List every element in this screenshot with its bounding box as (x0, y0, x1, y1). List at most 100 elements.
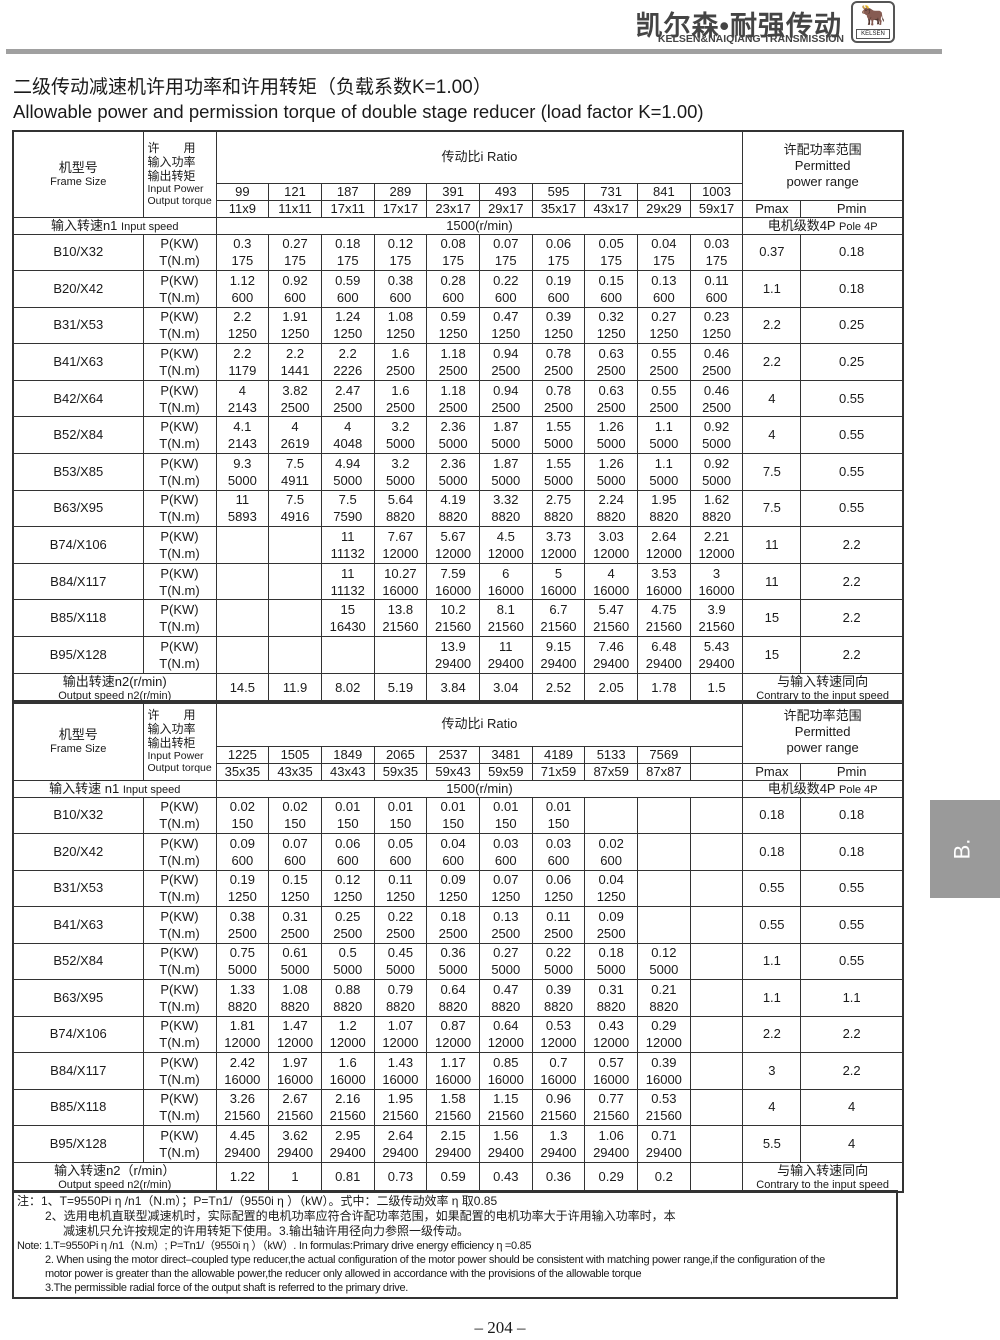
gear-size-value: 43x43 (320, 762, 375, 781)
power-unit-label: P(KW) (160, 565, 199, 581)
power-value: 1.95 (387, 1091, 414, 1107)
ratio-cell: 0.25 2500 (320, 906, 375, 944)
power-value (586, 798, 637, 815)
output-speed-value: 0.43 (478, 1161, 533, 1193)
pmax-value: 15 (742, 599, 802, 638)
note-en-3: motor power is greater than the allowabl… (45, 1268, 642, 1280)
ratio-cell: 11 11132 (320, 526, 375, 564)
note-en-4: 3.The permissible radial force of the ou… (45, 1282, 409, 1294)
torque-value: 16000 (382, 1071, 419, 1087)
torque-value: 12000 (645, 546, 682, 562)
torque-value: 600 (442, 852, 464, 868)
power-value: 0.18 (598, 945, 624, 961)
torque-value: 21560 (698, 619, 735, 635)
torque-value: 8820 (385, 509, 415, 525)
ratio-cell: 0.39 16000 (637, 1052, 691, 1090)
power-value: 0.53 (545, 1018, 572, 1034)
torque-value: 12000 (276, 1035, 314, 1051)
power-value: 1.26 (598, 455, 624, 471)
ratio-cell: 0.04 600 (426, 833, 480, 871)
input-speed-cn: 输入转速 n1 (49, 780, 120, 796)
pmin-value: 0.55 (800, 416, 904, 455)
gear-size-value: 59x17 (689, 199, 744, 218)
gear-size-value: 17x11 (320, 199, 375, 218)
power-value (691, 798, 742, 815)
power-value: 2.21 (703, 529, 730, 545)
torque-value (217, 618, 268, 635)
label-header-en: Input Power (147, 749, 204, 762)
pole-cn: 电机级数4P (767, 780, 836, 796)
unit-labels: P(KW) T(N.m) (142, 489, 217, 528)
output-speed-cn: 输入转速n2（r/min） (54, 1162, 176, 1178)
ratio-cell: 1.91 1250 (268, 306, 322, 345)
torque-value: 4911 (281, 472, 310, 488)
power-value: 7.5 (285, 455, 305, 471)
torque-unit-label: T(N.m) (159, 1035, 200, 1051)
ratio-value: 3481 (478, 745, 533, 764)
frame-size: B84/X117 (12, 562, 144, 601)
ratio-cell: 0.03 600 (478, 833, 533, 871)
torque-unit-label: T(N.m) (159, 582, 200, 598)
pmin-value: 2.2 (800, 562, 904, 601)
power-value: 2.24 (598, 492, 624, 508)
pmin-value: 0.55 (800, 906, 904, 944)
torque-value: 16000 (645, 1071, 682, 1087)
frame-size-header: 机型号 Frame Size (12, 130, 144, 218)
ratio-cell: 1.58 21560 (426, 1088, 480, 1126)
torque-value (691, 998, 742, 1015)
ratio-cell: 3 16000 (689, 562, 744, 601)
power-value: 0.3 (233, 236, 252, 252)
power-value (691, 1090, 742, 1107)
power-unit-label: P(KW) (160, 638, 199, 654)
ratio-cell: 0.27 175 (268, 233, 322, 272)
ratio-value: 731 (584, 182, 638, 201)
ratio-cell (268, 636, 322, 674)
torque-value: 29400 (224, 1144, 261, 1160)
frame-size: B53/X85 (12, 453, 144, 491)
power-unit-label: P(KW) (160, 346, 199, 362)
power-value (270, 601, 321, 618)
section-tab[interactable]: B. (930, 800, 1000, 898)
note-cn-2: 2、选用电机直联型减速机时，实际配置的电机功率应符合许配功率范围，如果配置的电机… (45, 1209, 676, 1223)
table-row: B84/X117 P(KW) T(N.m) 11 11132 10.27 16000 7.59… (12, 562, 904, 601)
pmin-value: 0.55 (800, 453, 904, 491)
power-value: 13.9 (440, 638, 466, 654)
ratio-cell: 11 11132 (320, 562, 375, 601)
pmax-value: 2.2 (742, 1015, 802, 1053)
torque-value: 21560 (435, 619, 472, 635)
power-unit-label: P(KW) (160, 908, 199, 924)
torque-value: 150 (231, 816, 254, 832)
torque-value: 1250 (385, 326, 415, 342)
pole-cn: 电机级数4P (767, 217, 836, 233)
section-tab-label: B. (949, 838, 975, 860)
power-value: 0.27 (651, 309, 677, 325)
ratio-cell: 2.36 5000 (426, 453, 480, 491)
pmax-value: 0.37 (742, 233, 802, 272)
ratio-cell: 1.18 2500 (426, 379, 480, 418)
frame-size: B84/X117 (12, 1052, 144, 1090)
ratio-cell: 11 5893 (215, 489, 270, 528)
ratio-cell: 0.01 150 (531, 796, 586, 834)
torque-value: 5000 (333, 472, 363, 488)
pmax-value: 0.55 (742, 906, 802, 944)
pmax-value: 3 (742, 1052, 802, 1090)
ratio-value: 1505 (268, 745, 322, 764)
torque-value: 21560 (645, 619, 682, 635)
label-header: 输入功率 (147, 721, 196, 736)
power-value: 0.94 (493, 346, 519, 362)
unit-labels: P(KW) T(N.m) (142, 1125, 217, 1163)
ratio-value: 1225 (215, 745, 270, 764)
power-value: 1.81 (229, 1018, 255, 1034)
ratio-cell: 1.55 5000 (531, 416, 586, 455)
power-value: 0.04 (598, 872, 624, 888)
power-value: 0.21 (651, 981, 677, 997)
torque-value: 1250 (438, 326, 468, 342)
power-value: 3.82 (282, 382, 308, 398)
torque-value: 5000 (385, 472, 415, 488)
torque-value: 5000 (385, 962, 415, 978)
torque-value: 5000 (649, 962, 679, 978)
torque-value: 12000 (329, 1035, 366, 1051)
ratio-cell: 2.2 2226 (320, 343, 375, 381)
ratio-cell: 2.16 21560 (320, 1088, 375, 1126)
torque-unit-label: T(N.m) (159, 962, 200, 978)
